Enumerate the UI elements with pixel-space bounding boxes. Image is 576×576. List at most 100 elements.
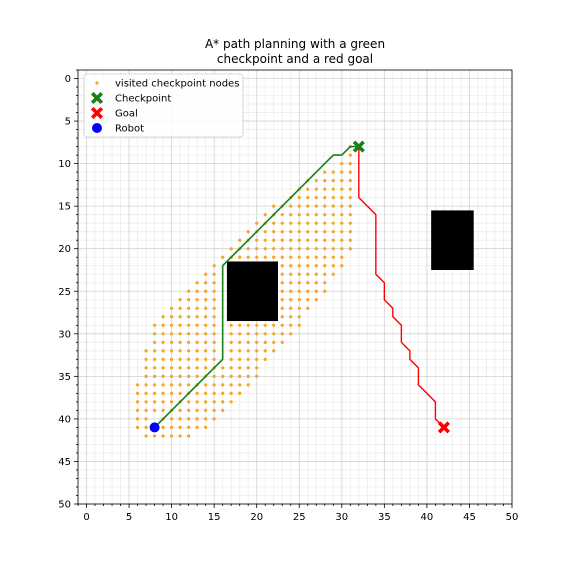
visited-node [348,170,352,174]
visited-node [178,425,182,430]
x-tick-label: 45 [463,512,476,523]
obstacles [226,210,474,322]
visited-node [229,391,233,395]
visited-node [144,400,148,404]
visited-node [212,340,216,344]
visited-node [195,340,199,344]
visited-node [280,238,284,242]
visited-node [144,434,148,438]
visited-node [152,349,157,353]
visited-node [178,357,182,361]
visited-node [144,383,148,387]
visited-node [297,247,301,251]
visited-node [204,340,208,344]
visited-node [280,315,284,319]
visited-node [195,400,199,404]
visited-node [306,213,310,217]
visited-node [204,272,208,276]
y-tick-label: 45 [58,457,71,468]
y-tick-label: 10 [58,159,71,170]
visited-node [255,238,259,242]
visited-node [144,374,148,378]
visited-node [178,298,182,302]
visited-node [280,230,284,234]
visited-node [263,255,267,259]
visited-node [170,340,174,344]
visited-node [187,306,191,310]
x-tick-label: 0 [83,512,89,523]
visited-node [161,400,165,404]
visited-node [229,366,233,370]
visited-node [263,323,267,327]
visited-node [212,357,216,361]
visited-node [238,255,242,259]
visited-node [340,179,344,183]
visited-node [340,221,344,225]
visited-node [272,332,276,336]
visited-node [178,417,182,421]
visited-node [280,289,284,293]
visited-node [340,238,344,242]
visited-node [178,408,182,412]
visited-node [331,170,335,174]
visited-node [272,349,276,353]
legend-marker-visited [95,81,99,85]
visited-node [272,221,276,225]
visited-node [178,383,182,387]
visited-node [144,357,148,361]
visited-node [348,238,352,242]
visited-node [161,332,165,336]
visited-node [195,374,199,378]
visited-node [255,340,259,344]
visited-node [161,357,165,361]
visited-node [204,408,208,412]
visited-node [178,340,182,344]
visited-node [297,281,301,285]
visited-node [170,332,174,336]
visited-node [280,221,284,225]
visited-node [314,196,318,200]
visited-node [314,289,318,293]
visited-node [272,323,276,327]
visited-node [170,315,174,319]
visited-node [187,425,191,430]
visited-node [297,255,301,259]
major-grid [78,70,513,505]
visited-node [204,298,208,302]
visited-node [187,357,191,361]
visited-node [212,315,216,319]
visited-node [152,323,157,327]
visited-node [229,400,233,404]
visited-node [297,315,301,319]
visited-node [204,391,208,395]
visited-node [161,340,165,344]
visited-node [289,213,293,217]
visited-node [246,340,250,344]
visited-node [280,281,284,285]
visited-node [263,213,267,217]
visited-node [297,298,301,302]
visited-node [187,298,191,302]
visited-node [187,332,191,336]
visited-node [187,289,191,293]
visited-node [348,230,352,234]
visited-node [238,332,242,336]
visited-node [340,264,344,268]
visited-node [297,204,301,208]
visited-node [323,213,327,217]
x-tick-label: 35 [378,512,391,523]
visited-node [212,306,216,310]
visited-node [195,391,199,395]
y-tick-label: 35 [58,372,71,383]
visited-node [144,391,148,395]
visited-node [314,213,318,217]
visited-node [161,408,165,412]
visited-node [272,247,276,251]
visited-node [348,153,352,157]
visited-node [135,400,140,404]
visited-node [340,170,344,174]
visited-node [187,366,191,370]
visited-node [289,289,293,293]
axis-ticks: 0 5 10 15 20 25 30 35 40 45 50 0 5 10 15 20 25 30 35 40 45 50 [58,69,518,523]
